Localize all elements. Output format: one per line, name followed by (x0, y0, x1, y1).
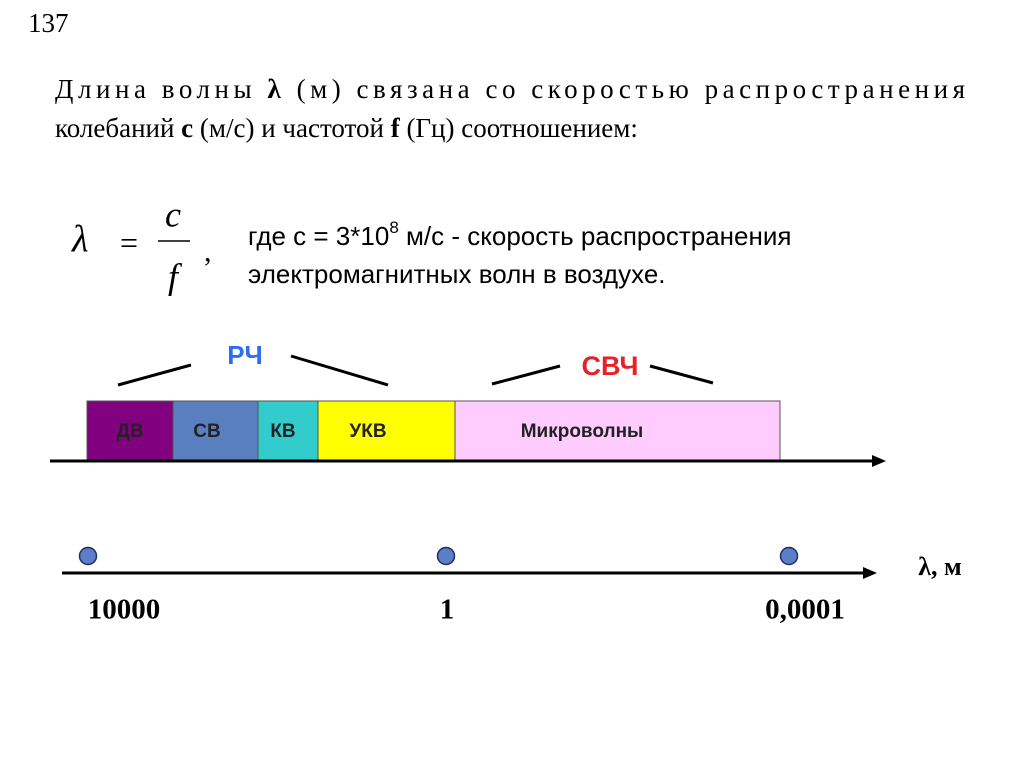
arrow-head (872, 455, 886, 467)
band-label: КВ (270, 421, 295, 442)
text: Длина волны (55, 74, 263, 104)
text: c (181, 113, 193, 143)
text: λ (267, 74, 281, 104)
text: м/с - скорость распространения (399, 221, 792, 251)
text: (м/с) и частотой (193, 113, 391, 143)
arrow-head (863, 567, 877, 579)
bracket-line (649, 364, 714, 385)
paragraph-line: колебаний c (м/с) и частотой f (Гц) соот… (55, 113, 638, 143)
scale-point (78, 546, 98, 566)
band-label: СВ (193, 421, 220, 442)
group-label: РЧ (227, 340, 263, 370)
page-number: 137 (28, 8, 69, 38)
text: f (391, 113, 401, 143)
scale-label: 10000 (88, 594, 161, 626)
formula-denominator: f (168, 256, 183, 296)
band-label: Микроволны (521, 421, 644, 442)
axis-label: λ, м (918, 552, 961, 581)
band (172, 400, 259, 461)
bracket-line (290, 354, 389, 387)
text: где c = 3*10 (248, 221, 389, 251)
note-line: где c = 3*108 м/с - скорость распростран… (248, 218, 791, 250)
scale-label: 0,0001 (765, 594, 845, 626)
text: (Гц) соотношением: (400, 113, 638, 143)
band (317, 400, 456, 461)
scale-point (436, 546, 456, 566)
paragraph-line: Длина волны λ (м) связана со скоростью р… (55, 74, 965, 104)
formula-lhs: λ (71, 219, 88, 261)
formula-comma: , (204, 235, 212, 268)
text: колебаний (55, 113, 181, 143)
superscript: 8 (389, 218, 398, 237)
scale-label: 1 (440, 594, 455, 626)
text: (м) связана со скоростью распространения (285, 74, 965, 104)
note-line: электромагнитных волн в воздухе. (248, 259, 666, 289)
formula-equals: = (120, 224, 138, 260)
bracket-line (491, 364, 561, 386)
band-label: УКВ (349, 421, 386, 442)
bracket-line (117, 363, 192, 387)
formula-numerator: c (165, 194, 181, 234)
group-label: СВЧ (582, 351, 639, 381)
scale-point (779, 546, 799, 566)
band-label: ДВ (116, 421, 143, 442)
